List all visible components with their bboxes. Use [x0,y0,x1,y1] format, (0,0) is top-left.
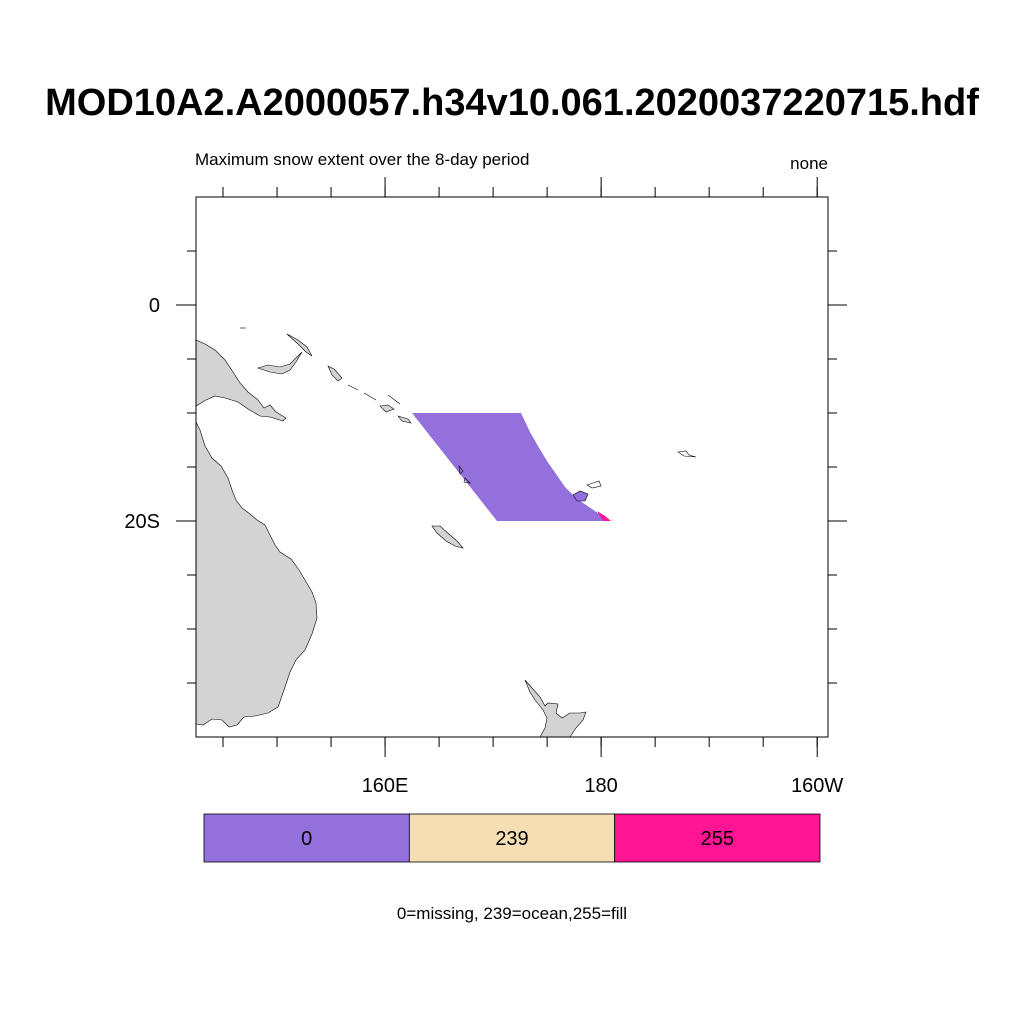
fiji-viti-levu [572,490,589,502]
map-title: MOD10A2.A2000057.h34v10.061.202003722071… [45,82,979,124]
lat-tick-label: 0 [149,295,160,317]
solomon-island-1 [347,384,359,391]
colorbar-label-239: 239 [495,828,528,850]
australia-landmass [196,421,318,728]
lat-tick-label: 20S [124,511,160,533]
subtitle-long-name: Maximum snow extent over the 8-day perio… [195,150,530,169]
tile-missing-region [412,413,607,521]
vanuatu-island-2 [463,477,471,484]
legend-caption: 0=missing, 239=ocean,255=fill [396,904,628,923]
colorbar-swatch-239 [408,813,616,863]
samoa-island [677,450,697,458]
tile-fill-region [597,511,611,521]
map-plot-area [196,327,697,737]
solomon-island-5 [387,394,401,405]
colorbar-label-255: 255 [701,828,734,850]
fiji-vanua-levu [586,480,602,489]
new-britain-island [257,351,303,375]
lon-tick-label: 160W [791,775,843,797]
new-ireland-island [286,333,313,357]
colorbar-label-0: 0 [301,828,312,850]
solomon-island-3 [379,404,395,413]
new-guinea-landmass [196,339,287,422]
major-ticks [176,177,847,757]
colorbar: 0 239 255 [203,813,821,863]
solomon-island-2 [363,392,377,401]
new-caledonia-island [431,525,464,549]
lon-tick-label: 180 [584,775,617,797]
new-zealand-north-island [524,679,587,737]
bougainville-island [327,365,343,382]
tick-labels: 160E 180 160W 0 20S [124,295,843,797]
solomon-island-4 [397,415,412,424]
subtitle-units: none [790,154,828,173]
lon-tick-label: 160E [362,775,409,797]
vanuatu-island-1 [458,464,464,475]
colorbar-swatch-255 [614,813,821,863]
